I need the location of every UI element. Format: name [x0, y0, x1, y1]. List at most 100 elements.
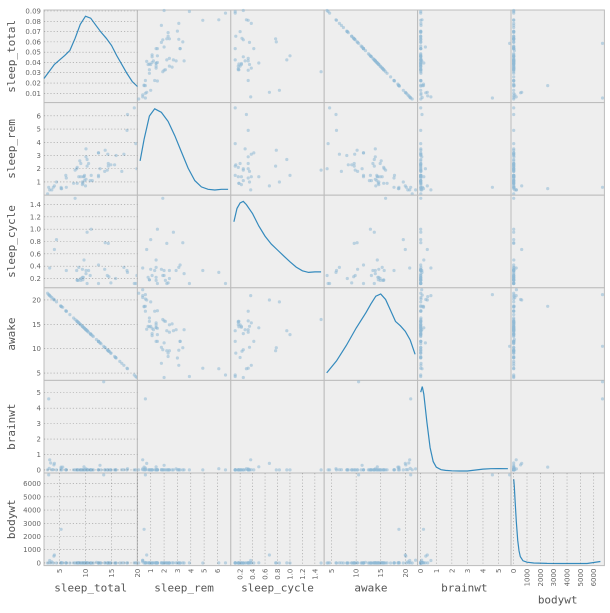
x-tick-label: 1.0 — [287, 569, 295, 580]
scatter-point — [54, 238, 59, 242]
scatter-point — [382, 181, 386, 185]
scatter-point — [382, 268, 386, 273]
scatter-point — [143, 96, 147, 100]
scatter-point — [125, 270, 130, 274]
panel-sleep_total-vs-sleep_cycle — [230, 8, 325, 104]
scatter-point — [512, 359, 516, 363]
scatter-point — [47, 185, 51, 189]
gridlines-top-row — [44, 10, 138, 94]
x-tick-label: 3 — [174, 569, 182, 573]
scatter-point — [392, 176, 396, 180]
scatter-point — [64, 173, 68, 177]
scatter-point — [419, 187, 423, 191]
scatter-point — [392, 185, 396, 189]
scatter-point — [246, 561, 250, 565]
x-tick-label: 5 — [56, 569, 64, 573]
scatter-point — [109, 163, 113, 167]
scatter-point — [246, 78, 250, 83]
x-tick-label: 3 — [464, 569, 472, 573]
scatter-point — [87, 268, 91, 273]
scatter-point — [98, 463, 102, 467]
scatter-point — [519, 297, 523, 302]
scatter-point — [246, 155, 250, 159]
scatter-point — [419, 159, 423, 163]
scatter-point — [419, 304, 423, 308]
scatter-point — [257, 175, 261, 179]
panel-sleep_rem-vs-sleep_rem — [136, 102, 232, 196]
scatter-point — [161, 196, 165, 200]
scatter-point — [346, 30, 350, 35]
scatter-point — [361, 175, 366, 179]
y-tick-label: 1.2 — [30, 213, 41, 221]
scatter-point — [257, 465, 261, 469]
scatter-point — [319, 561, 323, 565]
scatter-point — [249, 188, 253, 192]
scatter-point — [419, 40, 423, 44]
scatter-point — [361, 47, 366, 51]
scatter-point — [103, 241, 107, 245]
scatter-point — [512, 291, 516, 295]
scatter-point — [246, 330, 250, 334]
scatter-point — [274, 561, 278, 565]
scatter-point — [143, 78, 147, 83]
scatter-point — [410, 97, 414, 101]
scatter-point — [355, 148, 359, 152]
scatter-point — [181, 241, 185, 245]
scatter-point — [75, 268, 79, 273]
scatter-point — [166, 354, 170, 359]
scatter-point — [155, 326, 159, 330]
scatter-point — [167, 349, 171, 353]
scatter-point — [217, 18, 221, 22]
scatter-point — [90, 334, 94, 338]
kde-curve-bodywt — [513, 479, 601, 565]
scatter-point — [371, 468, 375, 472]
panel-brainwt-vs-awake — [323, 379, 419, 474]
scatter-point — [419, 163, 423, 167]
scatter-point — [82, 173, 87, 177]
scatter-point — [246, 468, 250, 472]
scatter-point — [419, 295, 423, 300]
scatter-point — [155, 309, 159, 313]
scatter-point — [48, 266, 52, 270]
scatter-point — [512, 238, 516, 242]
y-tick-label: 0.2 — [30, 275, 41, 283]
scatter-point — [149, 300, 153, 304]
panel-background — [43, 194, 138, 289]
x-axis-label-bodywt: bodywt — [538, 594, 578, 607]
scatter-point — [153, 468, 157, 472]
scatter-point — [512, 30, 516, 35]
scatter-point — [246, 167, 250, 171]
scatter-point — [118, 561, 122, 565]
scatter-point — [361, 281, 366, 286]
scatter-point — [143, 397, 147, 401]
scatter-point — [512, 97, 516, 101]
scatter-point — [512, 173, 516, 177]
scatter-point — [167, 330, 171, 334]
x-tick-label: 1000 — [524, 569, 532, 587]
y-axis-label-sleep_total: sleep_total — [5, 20, 18, 93]
panel-sleep_rem-vs-brainwt — [417, 102, 512, 196]
scatter-point — [600, 344, 605, 348]
scatter-point — [240, 36, 244, 40]
y-tick-label: 4 — [37, 405, 42, 413]
panel-awake-vs-sleep_cycle — [230, 287, 325, 381]
scatter-point — [149, 88, 153, 92]
y-tick-label: 0.04 — [25, 59, 41, 67]
scatter-point — [419, 291, 423, 295]
panel-background — [43, 9, 138, 104]
scatter-point — [512, 461, 516, 465]
scatter-point — [122, 561, 126, 565]
scatter-point — [397, 561, 401, 565]
panel-bodywt-vs-awake — [323, 472, 419, 567]
scatter-point — [419, 268, 423, 273]
scatter-point — [217, 561, 221, 565]
scatter-point — [109, 281, 113, 285]
scatter-point — [162, 268, 166, 273]
scatter-point — [409, 473, 413, 477]
scatter-point — [288, 54, 292, 58]
scatter-point — [236, 468, 240, 472]
scatter-point — [51, 185, 55, 189]
scatter-point — [187, 374, 191, 379]
scatter-point — [512, 60, 516, 65]
scatter-point — [61, 465, 65, 469]
